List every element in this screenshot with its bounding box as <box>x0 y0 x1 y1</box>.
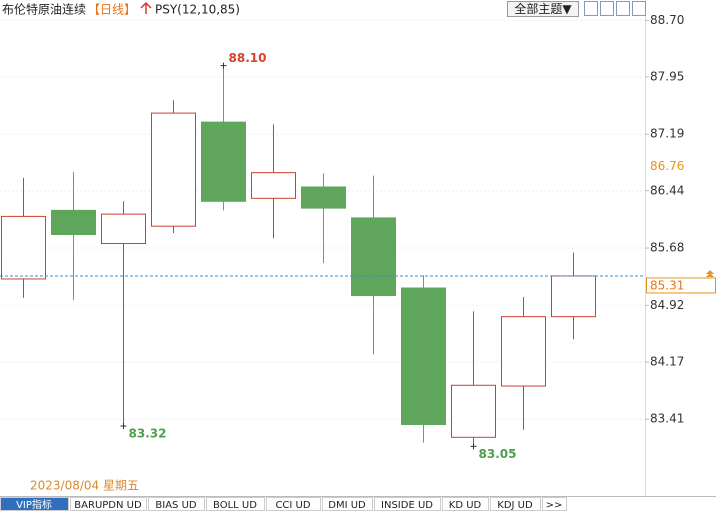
candle-body <box>551 275 596 318</box>
candle-body <box>151 112 196 227</box>
candle-body <box>451 384 496 438</box>
tab-label[interactable]: BOLL UD <box>213 500 257 511</box>
period: 【日线】 <box>88 3 136 17</box>
extreme-marker <box>470 443 477 450</box>
indicator-icon <box>140 1 152 14</box>
candle-body <box>501 316 546 387</box>
tab-label[interactable]: DMI UD <box>328 500 366 511</box>
tab-label[interactable]: CCI UD <box>275 500 310 511</box>
low-label: 83.32 <box>129 426 167 440</box>
tab-label[interactable]: KD UD <box>449 500 482 511</box>
candle-body <box>251 172 296 199</box>
y-tick-label: 88.70 <box>650 13 684 27</box>
y-tick-label: 87.95 <box>650 69 684 83</box>
extreme-marker <box>220 62 227 69</box>
price-marker-label: 86.76 <box>650 159 684 173</box>
price-marker-label: 85.31 <box>650 278 684 292</box>
y-tick-label: 83.41 <box>650 412 684 426</box>
y-tick-label: 84.17 <box>650 354 684 368</box>
high-label: 88.10 <box>229 51 267 65</box>
y-tick-label: 84.92 <box>650 298 684 312</box>
candle-body <box>1 215 46 280</box>
theme-button-label[interactable]: 全部主题▼ <box>514 1 572 16</box>
candle-body <box>301 186 346 209</box>
tab-label[interactable]: BARUPDN UD <box>74 500 142 511</box>
tab-label[interactable]: KDJ UD <box>497 500 533 511</box>
toolbar-icons[interactable] <box>584 1 646 16</box>
low-label: 83.05 <box>479 447 517 461</box>
price-arrow <box>706 269 714 277</box>
chart-title: 布伦特原油连续 <box>2 2 86 17</box>
candle-body <box>101 213 146 245</box>
y-tick-label: 85.68 <box>650 241 684 255</box>
tab-label[interactable]: VIP指标 <box>16 498 52 511</box>
indicator: PSY(12,10,85) <box>155 3 240 17</box>
y-tick-label: 87.19 <box>650 127 684 141</box>
candle-body <box>201 121 246 202</box>
candle-body <box>401 287 446 425</box>
candle-body <box>351 217 396 297</box>
extreme-marker <box>120 422 127 429</box>
theme-button[interactable] <box>507 1 579 17</box>
y-tick-label: 86.44 <box>650 183 684 197</box>
crosshair-date: 2023/08/04 星期五 <box>30 479 139 493</box>
tab-label[interactable]: BIAS UD <box>155 500 196 511</box>
candle-body <box>51 209 96 235</box>
tab-label[interactable]: >> <box>546 500 563 511</box>
tab-label[interactable]: INSIDE UD <box>381 500 433 511</box>
